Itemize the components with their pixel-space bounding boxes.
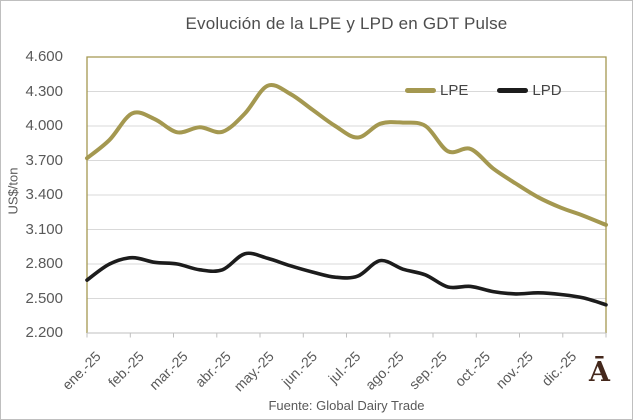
- y-axis-tick-label: 4.300: [25, 82, 63, 100]
- legend-item-lpd: LPD: [497, 82, 562, 99]
- series-line-lpd: [85, 251, 608, 307]
- watermark-letter: Ā: [589, 357, 610, 388]
- legend-label-lpe: LPE: [440, 82, 469, 99]
- y-axis-tick-label: 2.500: [25, 289, 63, 307]
- legend-item-lpe: LPE: [405, 82, 468, 99]
- y-axis-tick-label: 3.100: [25, 220, 63, 238]
- y-axis-tick-label: 2.200: [25, 324, 63, 341]
- y-axis-tick-label: 3.700: [25, 151, 63, 169]
- y-axis-tick-label: 4.600: [25, 48, 63, 65]
- source-note: Fuente: Global Dairy Trade: [268, 398, 425, 413]
- y-axis-tick-label: 2.800: [25, 255, 63, 272]
- chart-title: Evolución de la LPE y LPD en GDT Pulse: [185, 14, 508, 33]
- legend-label-lpd: LPD: [532, 82, 562, 99]
- legend: LPE LPD: [405, 82, 562, 99]
- y-axis-tick-label: 3.400: [25, 186, 63, 203]
- plot-border: [86, 56, 607, 333]
- y-axis-tick-label: 4.000: [25, 117, 63, 134]
- lpe-line-sample-icon: [405, 88, 436, 93]
- series-line-lpe: [85, 83, 608, 227]
- lpd-line-sample-icon: [497, 88, 529, 93]
